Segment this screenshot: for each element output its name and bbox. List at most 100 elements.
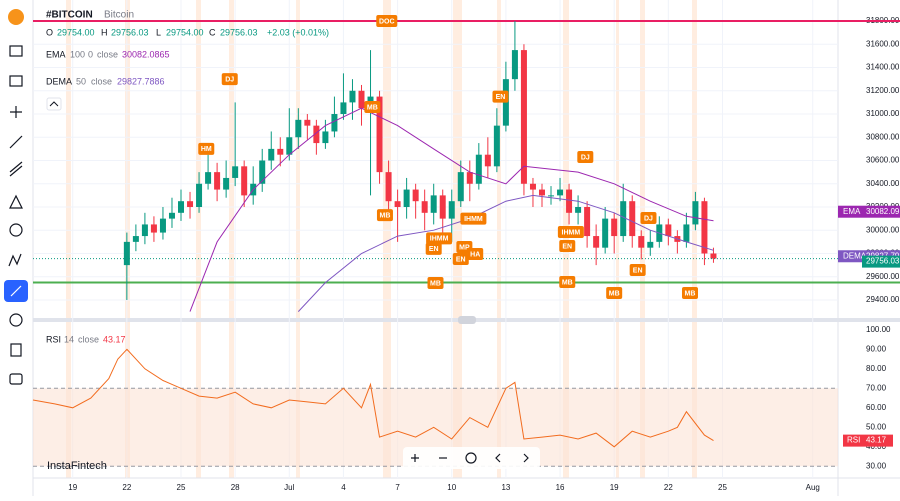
- y-tick-label: 30800.00: [866, 132, 900, 141]
- tool-line[interactable]: [9, 135, 23, 149]
- watermark: InstaFintech: [47, 460, 107, 472]
- indicator-param: close: [97, 49, 118, 59]
- candle-body: [638, 236, 645, 248]
- pattern-label: [198, 142, 215, 155]
- candle-body: [665, 224, 672, 237]
- candle-body: [349, 90, 356, 103]
- pattern-label: [492, 90, 509, 103]
- candle-body: [430, 195, 437, 213]
- y-tick-label: 80.00: [866, 364, 887, 373]
- pattern-label: [629, 263, 646, 276]
- pattern-label-text: HM: [201, 146, 212, 153]
- ohlc-label: L: [156, 27, 161, 37]
- candle-body: [394, 201, 401, 208]
- logo[interactable]: [8, 9, 24, 25]
- toolbar-icons: [4, 9, 28, 385]
- pattern-label: [221, 73, 238, 86]
- indicator-line: [32, 348, 714, 448]
- candle-body: [277, 148, 284, 155]
- collapse-button[interactable]: [46, 97, 62, 111]
- plot: 19 22 25 28 Jul 4 7 10 13 16 19 22 25 Aug 29400.00 2960…: [32, 0, 900, 492]
- tool-chart[interactable]: [9, 75, 23, 87]
- candle-body: [205, 172, 212, 184]
- indicator-param: 50: [76, 76, 86, 86]
- candle-body: [575, 207, 582, 213]
- tool-fib[interactable]: [9, 161, 23, 177]
- candle-body: [286, 137, 293, 155]
- tool-screenshot[interactable]: [9, 373, 23, 385]
- candle-body: [178, 201, 185, 213]
- zoom-in[interactable]: [411, 454, 419, 462]
- candle-body: [484, 154, 491, 167]
- x-tick-label: 28: [231, 483, 240, 492]
- tool-brush[interactable]: [9, 194, 23, 209]
- scroll-left[interactable]: [495, 453, 501, 463]
- x-tick-label: 19: [610, 483, 619, 492]
- candle-body: [683, 224, 690, 242]
- pattern-label-text: DOC: [379, 18, 395, 25]
- pattern-label-text: DJ: [581, 154, 590, 161]
- candle-body: [304, 119, 311, 126]
- y-tick-label: 30400.00: [866, 179, 900, 188]
- candle-body: [412, 189, 419, 202]
- pattern-label-text: IHMM: [464, 216, 483, 223]
- candle-body: [475, 154, 482, 184]
- candle-body: [241, 166, 248, 196]
- scroll-right[interactable]: [523, 453, 529, 463]
- pattern-label: [606, 287, 623, 300]
- tool-crosshair[interactable]: [9, 45, 23, 57]
- y-tick-label: 30.00: [866, 461, 887, 470]
- candle-body: [529, 183, 536, 190]
- tool-measure[interactable]: [8, 253, 22, 267]
- candle-body: [376, 96, 383, 173]
- value-box: [838, 205, 900, 218]
- indicator-value: 30082.0865: [122, 49, 170, 59]
- x-tick-label: 19: [68, 483, 77, 492]
- pane-handle[interactable]: [458, 316, 476, 324]
- value-box-name: DEMA: [843, 251, 867, 260]
- indicator-param: 100: [70, 49, 85, 59]
- reset[interactable]: [465, 452, 477, 464]
- pattern-label: [376, 209, 393, 222]
- x-tick-label: 13: [501, 483, 510, 492]
- ohlc-value: 29754.00: [166, 27, 204, 37]
- candle-body: [439, 195, 446, 219]
- candle-body: [566, 189, 573, 213]
- rsi-name: RSI: [46, 334, 61, 344]
- candle-body: [340, 102, 347, 115]
- tool-emoji[interactable]: [9, 223, 23, 237]
- tool-trash[interactable]: [10, 343, 22, 357]
- pattern-label-text: MP: [459, 244, 470, 251]
- indicator-param: close: [91, 76, 112, 86]
- pattern-label: [467, 247, 484, 260]
- value-box-name: RSI: [847, 436, 860, 445]
- rsi-param: 14: [64, 334, 74, 344]
- candle-body: [511, 50, 518, 80]
- pattern-label-text: HA: [470, 251, 480, 258]
- tool-fx[interactable]: [10, 106, 22, 118]
- candle-body: [141, 224, 148, 237]
- tool-hide[interactable]: [9, 313, 23, 327]
- rsi-value: 43.17: [103, 334, 126, 344]
- pattern-label-text: MB: [609, 290, 620, 297]
- pattern-label: [557, 225, 584, 238]
- candle-body: [710, 253, 717, 259]
- pattern-label-text: MB: [430, 280, 441, 287]
- ohlc-label: O: [46, 27, 53, 37]
- candle-body: [701, 201, 708, 254]
- candle-body: [557, 189, 564, 196]
- ohlc-value: 29756.03: [111, 27, 149, 37]
- candle-body: [692, 201, 699, 225]
- indicator-name: DEMA: [46, 76, 72, 86]
- pattern-label: [559, 275, 576, 288]
- pattern-label-text: MB: [685, 290, 696, 297]
- pattern-label-text: DJ: [644, 215, 653, 222]
- candle-body: [159, 218, 166, 233]
- indicator-line: [297, 194, 714, 312]
- pattern-label: [427, 277, 444, 290]
- symbol: #BITCOIN: [46, 10, 93, 21]
- pattern-label-text: EN: [496, 94, 506, 101]
- candle-body: [358, 90, 365, 109]
- y-tick-label: 60.00: [866, 403, 887, 412]
